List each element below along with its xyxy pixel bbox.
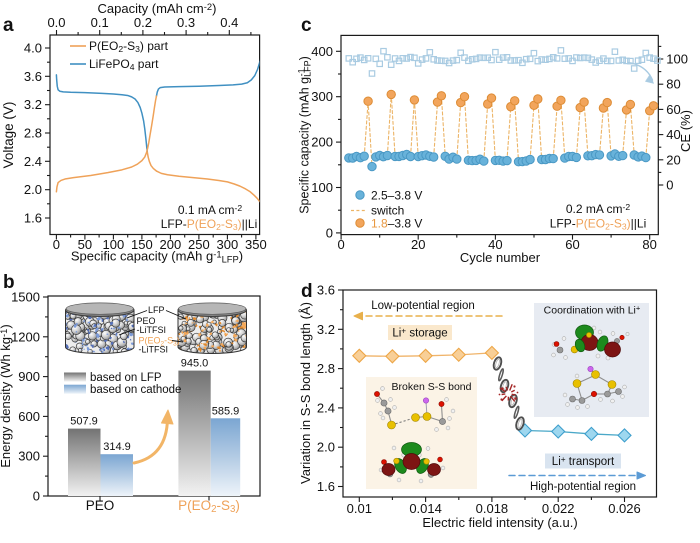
svg-text:0.1: 0.1 bbox=[91, 15, 109, 30]
svg-text:2.8: 2.8 bbox=[317, 361, 335, 376]
svg-text:60: 60 bbox=[565, 237, 579, 252]
svg-text:0.026: 0.026 bbox=[608, 501, 641, 516]
svg-text:600: 600 bbox=[18, 409, 40, 424]
svg-text:20: 20 bbox=[411, 237, 425, 252]
svg-text:2.5–3.8 V: 2.5–3.8 V bbox=[371, 188, 422, 202]
svg-text:0.2: 0.2 bbox=[134, 15, 152, 30]
svg-text:0.01: 0.01 bbox=[347, 501, 372, 516]
svg-text:a: a bbox=[3, 15, 14, 36]
svg-text:1.6: 1.6 bbox=[24, 210, 42, 225]
svg-text:PEO: PEO bbox=[86, 498, 115, 513]
svg-text:Variation in S-S bond length (: Variation in S-S bond length (Å) bbox=[298, 302, 313, 484]
svg-text:350: 350 bbox=[245, 237, 267, 252]
svg-text:100: 100 bbox=[666, 52, 688, 67]
svg-text:100: 100 bbox=[311, 180, 333, 195]
svg-text:0.014: 0.014 bbox=[409, 501, 442, 516]
svg-text:Voltage (V): Voltage (V) bbox=[1, 102, 16, 169]
svg-text:b: b bbox=[3, 272, 15, 293]
svg-text:0.4: 0.4 bbox=[220, 15, 238, 30]
svg-text:2.0: 2.0 bbox=[24, 182, 42, 197]
svg-text:3.6: 3.6 bbox=[24, 69, 42, 84]
svg-text:20: 20 bbox=[666, 152, 680, 167]
svg-text:d: d bbox=[301, 281, 313, 302]
svg-text:1.6: 1.6 bbox=[317, 479, 335, 494]
svg-text:0: 0 bbox=[326, 225, 333, 240]
svg-text:3.2: 3.2 bbox=[24, 97, 42, 112]
svg-text:945.0: 945.0 bbox=[181, 358, 209, 370]
svg-text:3.6: 3.6 bbox=[317, 283, 335, 298]
svg-text:Specific capacity (mAh gLFP-1): Specific capacity (mAh gLFP-1) bbox=[297, 56, 313, 214]
svg-text:0: 0 bbox=[33, 489, 40, 504]
svg-text:Coordination with Li+: Coordination with Li+ bbox=[544, 303, 641, 316]
svg-text:2.4: 2.4 bbox=[24, 154, 42, 169]
svg-text:200: 200 bbox=[311, 135, 333, 150]
svg-text:0.022: 0.022 bbox=[542, 501, 575, 516]
svg-text:2.4: 2.4 bbox=[317, 400, 335, 415]
svg-text:0.2 mA cm-2: 0.2 mA cm-2 bbox=[566, 202, 631, 216]
svg-text:LFP: LFP bbox=[148, 305, 165, 315]
svg-text:2.0: 2.0 bbox=[317, 440, 335, 455]
svg-text:507.9: 507.9 bbox=[70, 416, 98, 428]
svg-text:-LiTFSI: -LiTFSI bbox=[139, 345, 169, 355]
svg-text:Low-potential region: Low-potential region bbox=[371, 300, 475, 312]
svg-text:0: 0 bbox=[666, 178, 673, 193]
svg-text:1200: 1200 bbox=[11, 329, 40, 344]
svg-text:0: 0 bbox=[337, 237, 344, 252]
svg-text:1500: 1500 bbox=[11, 289, 40, 304]
svg-text:Capacity (mAh cm-2): Capacity (mAh cm-2) bbox=[98, 1, 217, 16]
svg-text:LiFePO4 part: LiFePO4 part bbox=[89, 57, 159, 72]
svg-text:3.2: 3.2 bbox=[317, 322, 335, 337]
svg-text:Broken S-S bond: Broken S-S bond bbox=[392, 381, 472, 393]
svg-text:900: 900 bbox=[18, 369, 40, 384]
svg-text:High-potential region: High-potential region bbox=[530, 481, 636, 493]
svg-text:P(EO2-S3) part: P(EO2-S3) part bbox=[89, 39, 169, 54]
svg-text:4.0: 4.0 bbox=[24, 41, 42, 56]
svg-text:based on LFP: based on LFP bbox=[90, 372, 162, 384]
svg-text:300: 300 bbox=[311, 89, 333, 104]
svg-text:0.3: 0.3 bbox=[177, 15, 195, 30]
svg-text:CE (%): CE (%) bbox=[678, 110, 693, 152]
svg-text:80: 80 bbox=[642, 237, 656, 252]
svg-text:0.0: 0.0 bbox=[47, 15, 65, 30]
svg-text:-LiTFSI: -LiTFSI bbox=[137, 325, 167, 335]
svg-text:0.1 mA cm-2: 0.1 mA cm-2 bbox=[178, 203, 243, 217]
svg-text:Li+ storage: Li+ storage bbox=[392, 325, 447, 339]
svg-text:0.018: 0.018 bbox=[476, 501, 509, 516]
svg-text:2.8: 2.8 bbox=[24, 125, 42, 140]
svg-text:1.8–3.8 V: 1.8–3.8 V bbox=[371, 216, 422, 230]
svg-text:80: 80 bbox=[666, 77, 680, 92]
svg-text:c: c bbox=[301, 15, 312, 36]
svg-text:Cycle number: Cycle number bbox=[460, 250, 541, 265]
svg-text:LFP-P(EO2-S3)||Li: LFP-P(EO2-S3)||Li bbox=[161, 217, 258, 232]
svg-text:Electric field intensity (a.u.: Electric field intensity (a.u.) bbox=[422, 515, 577, 530]
svg-text:585.9: 585.9 bbox=[212, 405, 240, 417]
svg-text:0: 0 bbox=[53, 237, 60, 252]
svg-text:LFP-P(EO2-S3)||Li: LFP-P(EO2-S3)||Li bbox=[550, 217, 647, 232]
svg-text:based on cathode: based on cathode bbox=[90, 384, 181, 396]
svg-text:400: 400 bbox=[311, 44, 333, 59]
svg-text:300: 300 bbox=[18, 449, 40, 464]
svg-text:314.9: 314.9 bbox=[103, 441, 131, 453]
svg-text:Energy density (Wh kg-1): Energy density (Wh kg-1) bbox=[0, 324, 13, 467]
